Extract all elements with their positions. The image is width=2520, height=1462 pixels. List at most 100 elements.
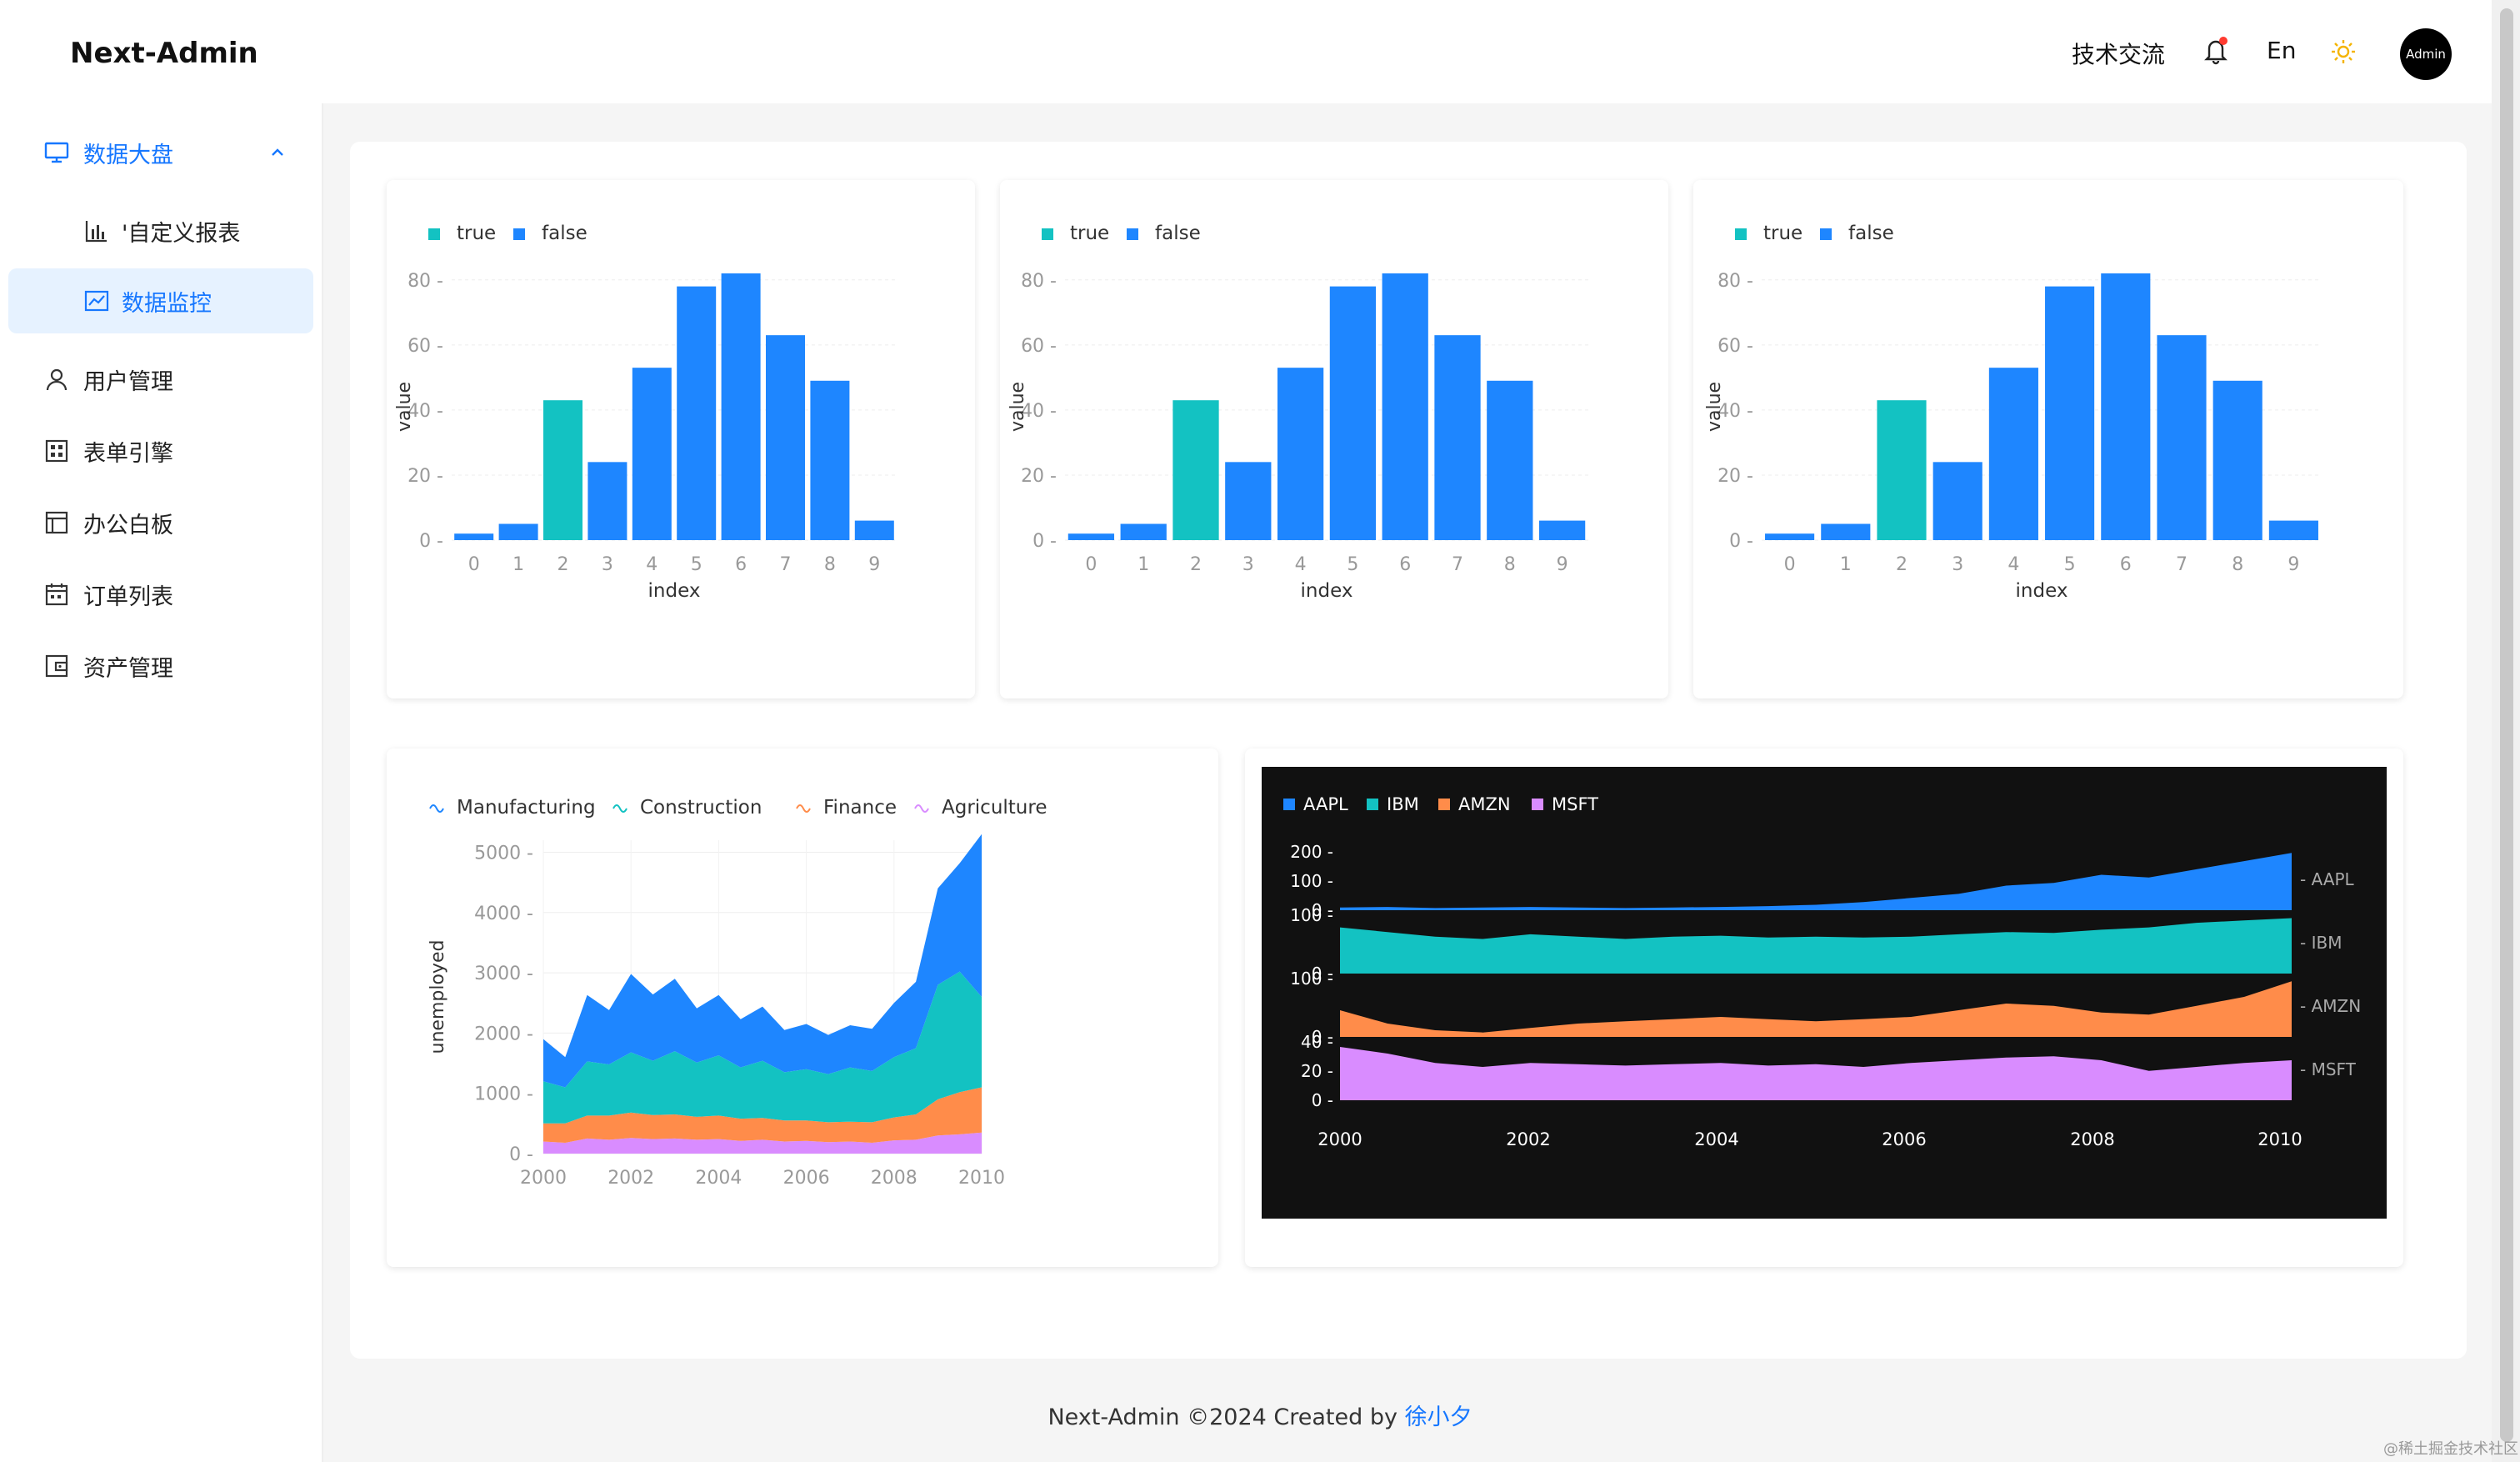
x-tick-label: 0 [1085,554,1097,575]
chart-card-5: AAPL IBM AMZN MSFT 200 -100 -0 -- AAPL 100 -0… [1245,749,2403,1267]
bar-chart-2[interactable]: true false 0 - 20 - 40 - 60 - 80 - value 0 1 2 3 4 5 6… [1000,180,1668,698]
sidebar-item-label: '自定义报表 [122,220,241,247]
y-tick-label: 100 - [1290,905,1333,925]
legend-swatch [1532,799,1543,810]
legend-label: IBM [1387,794,1419,814]
scrollbar-thumb[interactable] [2500,8,2513,1442]
legend-swatch-false [1127,228,1138,240]
sidebar-item-form-engine[interactable]: 表单引擎 [0,418,322,483]
y-tick-label: 40 - [1718,401,1753,422]
x-tick-label: 7 [2176,554,2188,575]
legend-label: AAPL [1303,794,1348,814]
legend-swatch-true [428,228,440,240]
bar-chart-3[interactable]: true false 0 - 20 - 40 - 60 - 80 - value 0 1 2 3 4 5 6… [1693,180,2403,698]
x-tick-label: 2 [558,554,569,575]
bar-chart-1[interactable]: true false 0 - 20 - 40 - 60 - 80 - value 0 1 2 3 4 5 6… [387,180,975,698]
sidebar-item-assets[interactable]: 资产管理 [0,633,322,698]
sidebar-item-label: 数据大盘 [83,142,173,168]
x-tick-label: 2004 [1694,1129,1738,1149]
sidebar-item-label: 办公白板 [83,512,173,538]
sidebar-item-orders[interactable]: 订单列表 [0,562,322,627]
bar [1434,335,1481,540]
legend-swatch-false [1820,228,1832,240]
y-tick-label: 4000 - [474,904,533,924]
x-tick-label: 5 [691,554,702,575]
stacked-area-chart[interactable]: Manufacturing Construction Finance Agricult… [387,749,1218,1267]
y-axis-label: value [1008,382,1028,432]
bar [1225,462,1272,540]
sidebar-item-whiteboard[interactable]: 办公白板 [0,490,322,555]
legend-icon [612,804,628,813]
legend-swatch-true [1042,228,1053,240]
bar [2101,273,2151,540]
x-tick-label: 6 [2120,554,2132,575]
bar [1932,462,1982,540]
language-switch[interactable]: En [2267,37,2297,64]
area-aapl [1340,853,2292,910]
x-tick-label: 3 [602,554,613,575]
x-tick-label: 7 [780,554,792,575]
sidebar-item-label: 用户管理 [83,368,173,395]
legend-label-true: true [1070,223,1109,244]
monitor-icon [44,142,69,163]
bar [1988,368,2038,540]
x-tick-label: 2008 [871,1168,918,1189]
sidebar: 数据大盘 '自定义报表 数据监控 用户管理 表单引擎 办公白板 订单列表 资产管… [0,103,323,1462]
legend-label: MSFT [1552,794,1598,814]
x-tick-label: 1 [1138,554,1149,575]
bar [454,533,494,540]
sidebar-item-users[interactable]: 用户管理 [0,347,322,412]
legend-swatch [1367,799,1378,810]
avatar[interactable]: Admin [2400,28,2452,80]
bar [1068,533,1115,540]
y-tick-label: 0 - [1312,1027,1333,1047]
sidebar-item-custom-report[interactable]: '自定义报表 [0,198,322,263]
chart-background [1262,767,2387,1219]
area-ibm [1340,918,2292,974]
x-tick-label: 4 [1295,554,1307,575]
series-label: - AMZN [2300,996,2361,1016]
x-tick-label: 8 [1504,554,1516,575]
legend-icon [796,804,811,813]
sidebar-item-dashboard[interactable]: 数据大盘 [0,120,322,185]
x-axis-label: index [2016,580,2068,602]
tech-exchange-link[interactable]: 技术交流 [2072,41,2166,68]
form-icon [45,439,68,463]
x-tick-label: 8 [2232,554,2243,575]
bar [1277,368,1324,540]
y-tick-label: 0 - [509,1144,533,1165]
bell-icon[interactable] [2203,37,2228,65]
legend-swatch [1438,799,1450,810]
legend-label-true: true [457,223,496,244]
area-amzn [1340,981,2292,1037]
x-tick-label: 2 [1190,554,1202,575]
legend-label: AMZN [1458,794,1511,814]
bar [632,368,672,540]
x-tick-label: 2006 [783,1168,830,1189]
line-chart-icon [84,290,109,312]
bar [721,273,761,540]
y-tick-label: 60 - [1718,336,1753,357]
app-logo[interactable]: Next-Admin [70,37,258,70]
y-tick-label: 0 - [419,531,443,552]
author-link[interactable]: 徐小夕 [1404,1404,1472,1430]
sun-icon[interactable] [2330,38,2357,65]
legend-label-false: false [1155,223,1201,244]
top-header: Next-Admin 技术交流 En Admin [0,0,2492,103]
y-tick-label: 20 - [1718,466,1753,487]
area-msft [1340,1047,2292,1100]
legend-label: Agriculture [942,797,1048,819]
chevron-up-icon[interactable] [268,143,287,162]
legend-label: Finance [823,797,897,819]
legend-swatch-false [513,228,525,240]
y-tick-label: 100 - [1290,969,1333,989]
x-tick-label: 2004 [695,1168,742,1189]
x-tick-label: 0 [1784,554,1796,575]
sidebar-item-data-monitor[interactable]: 数据监控 [8,268,313,333]
y-tick-label: 40 - [408,401,443,422]
bar [1382,273,1428,540]
x-tick-label: 2008 [2070,1129,2114,1149]
y-tick-label: 40 - [1301,1032,1333,1052]
series-label: - AAPL [2300,869,2355,889]
